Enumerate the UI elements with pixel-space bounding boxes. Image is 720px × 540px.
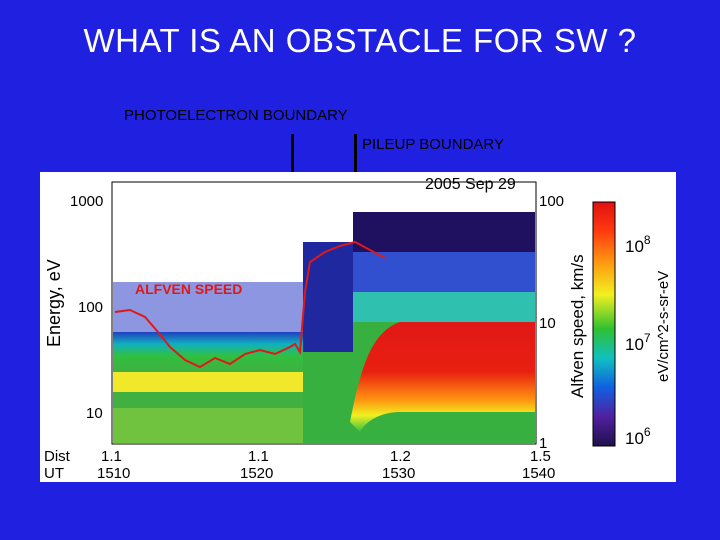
ut-tick-1520: 1520 xyxy=(240,465,273,482)
right-tick-10: 10 xyxy=(539,315,556,332)
left-tick-10: 10 xyxy=(86,405,103,422)
spectrogram-figure: ALFVEN SPEED 2005 Sep 29 Energy, eV 1000… xyxy=(40,172,676,482)
ut-tick-1530: 1530 xyxy=(382,465,415,482)
photoelectron-arrow-shaft xyxy=(291,134,294,180)
date-label: 2005 Sep 29 xyxy=(425,176,516,193)
dist-tick-2: 1.1 xyxy=(248,448,269,465)
colorbar-tick-1e8: 108 xyxy=(625,233,651,256)
left-blue-band xyxy=(113,282,303,332)
alfven-speed-trace xyxy=(114,240,386,369)
right-blue-band xyxy=(353,252,535,292)
dist-tick-3: 1.2 xyxy=(390,448,411,465)
pileup-boundary-label: PILEUP BOUNDARY xyxy=(362,136,504,153)
colorbar-tick-1e7: 107 xyxy=(625,331,651,354)
left-tick-1000: 1000 xyxy=(70,193,103,210)
red-energy-blob xyxy=(350,322,535,432)
pileup-arrow-shaft xyxy=(354,134,357,180)
colorbar xyxy=(592,201,616,447)
spectrogram-svg: ALFVEN SPEED 2005 Sep 29 Energy, eV 1000… xyxy=(44,176,672,482)
colorbar-units-label: eV/cm^2-s-sr-eV xyxy=(655,271,672,382)
slide-title: WHAT IS AN OBSTACLE FOR SW ? xyxy=(83,22,637,59)
photoelectron-boundary-label: PHOTOELECTRON BOUNDARY xyxy=(124,107,348,124)
dist-tick-1: 1.1 xyxy=(101,448,122,465)
right-dark-purple xyxy=(353,212,535,252)
dist-label: Dist xyxy=(44,448,71,465)
energy-axis-label: Energy, eV xyxy=(44,259,64,347)
ut-tick-1540: 1540 xyxy=(522,465,555,482)
alfven-speed-label: ALFVEN SPEED xyxy=(135,281,242,297)
transition-green xyxy=(303,352,353,443)
colorbar-tick-1e6: 106 xyxy=(625,425,651,448)
left-lower-gradient xyxy=(113,408,303,443)
right-tick-1: 1 xyxy=(539,435,547,452)
ut-tick-1510: 1510 xyxy=(97,465,130,482)
transition-purple xyxy=(303,242,353,352)
dist-tick-4: 1.5 xyxy=(530,448,551,465)
sparse-high-energy-region xyxy=(113,232,303,282)
right-cyan-band xyxy=(353,292,535,322)
alfven-axis-label: Alfven speed, km/s xyxy=(568,254,587,398)
left-cyan-green-band xyxy=(113,332,303,372)
right-tick-100: 100 xyxy=(539,193,564,210)
ut-label: UT xyxy=(44,465,64,482)
left-yellow-band xyxy=(113,372,303,392)
left-tick-100: 100 xyxy=(78,299,103,316)
